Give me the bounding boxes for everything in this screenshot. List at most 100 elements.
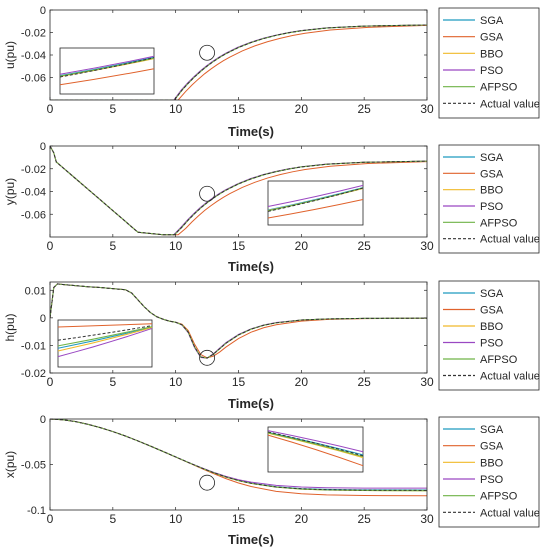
x-tick-label: 5 <box>109 239 116 253</box>
y-axis-label: y(pu) <box>3 178 17 205</box>
series-line-actual-value <box>50 283 427 359</box>
zoom-marker-circle <box>199 185 215 202</box>
legend-label: AFPSO <box>480 354 518 366</box>
inset-line-actual-value <box>57 325 153 341</box>
y-tick-label: -0.04 <box>21 187 46 199</box>
series-line-actual-value <box>50 419 427 491</box>
subplot-3: 0 5 10 15 20 25 30 0.01 0 -0.01 -0.02 Time(s) h(pu) S… <box>3 280 540 411</box>
x-tick-label: 10 <box>169 512 183 526</box>
series-line-gsa <box>50 24 427 100</box>
x-tick-label: 15 <box>232 512 246 526</box>
x-tick-label: 30 <box>420 375 434 389</box>
y-tick-label: -0.05 <box>21 460 46 472</box>
legend: SGA GSA BBO PSO AFPSO Actual value <box>438 144 540 254</box>
inset-line-afpso <box>267 187 364 212</box>
legend-label: PSO <box>480 65 504 77</box>
legend-box <box>438 280 540 391</box>
y-tick-label: -0.06 <box>21 73 46 85</box>
series-line-actual-value <box>50 146 427 236</box>
legend-label: PSO <box>480 338 504 350</box>
zoom-marker-circle <box>199 474 215 491</box>
legend-label: GSA <box>480 32 504 44</box>
legend: SGA GSA BBO PSO AFPSO Actual value <box>438 416 540 528</box>
zoom-marker-circle <box>199 349 215 366</box>
x-axis-label: Time(s) <box>228 532 274 547</box>
x-tick-label: 5 <box>109 512 116 526</box>
x-tick-label: 30 <box>420 239 434 253</box>
inset-line-gsa <box>267 198 364 219</box>
inset-line-pso <box>57 327 153 358</box>
zoom-inset <box>59 47 155 95</box>
x-tick-label: 10 <box>169 102 183 116</box>
plot-area <box>50 419 427 510</box>
legend-label: Actual value <box>480 234 540 246</box>
y-tick-label: -0.02 <box>21 368 46 380</box>
y-tick-label: 0 <box>40 141 46 153</box>
y-tick-label: -0.02 <box>21 28 46 40</box>
y-tick-label: -0.02 <box>21 164 46 176</box>
x-tick-label: 20 <box>295 239 309 253</box>
zoom-inset <box>267 426 364 473</box>
series-group <box>50 146 427 236</box>
x-tick-label: 0 <box>47 102 54 116</box>
inset-line-gsa <box>57 323 153 328</box>
series-group <box>50 419 427 497</box>
legend-label: SGA <box>480 288 504 300</box>
inset-box <box>59 47 155 95</box>
inset-line-afpso <box>57 326 153 347</box>
legend-label: PSO <box>480 201 504 213</box>
x-tick-label: 25 <box>357 239 371 253</box>
subplot-1: 0 5 10 15 20 25 30 0 -0.02 -0.04 -0.06 Time(s) u(pu)… <box>3 5 540 139</box>
legend-label: Actual value <box>480 371 540 383</box>
x-tick-label: 5 <box>109 102 116 116</box>
x-tick-label: 5 <box>109 375 116 389</box>
x-tick-label: 0 <box>47 375 54 389</box>
x-tick-label: 15 <box>232 375 246 389</box>
plot-area <box>50 146 427 237</box>
legend-label: Actual value <box>480 98 540 110</box>
x-axis-label: Time(s) <box>228 259 274 274</box>
y-tick-label: 0 <box>40 313 46 325</box>
inset-line-pso <box>267 184 364 208</box>
legend-label: PSO <box>480 474 504 486</box>
subplot-2: 0 5 10 15 20 25 30 0 -0.02 -0.04 -0.06 Time(s) y(pu)… <box>3 141 540 274</box>
inset-line-gsa <box>267 434 364 467</box>
y-tick-label: -0.06 <box>21 209 46 221</box>
subplot-4: 0 5 10 15 20 25 30 0 -0.05 -0.1 Time(s) x(pu) SGA GSA… <box>3 414 540 547</box>
inset-line-gsa <box>59 68 155 86</box>
series-line-actual-value <box>50 24 427 100</box>
legend-label: AFPSO <box>480 217 518 229</box>
x-tick-label: 0 <box>47 512 54 526</box>
y-axis-label: h(pu) <box>3 313 17 341</box>
inset-line-bbo <box>57 327 153 352</box>
x-tick-label: 25 <box>357 375 371 389</box>
x-tick-label: 15 <box>232 239 246 253</box>
y-axis-label: x(pu) <box>3 451 17 478</box>
legend-label: AFPSO <box>480 82 518 94</box>
y-tick-label: 0 <box>40 5 46 17</box>
x-tick-label: 15 <box>232 102 246 116</box>
legend-label: BBO <box>480 321 504 333</box>
y-tick-label: -0.1 <box>27 505 46 517</box>
inset-line-actual-value <box>59 57 155 78</box>
zoom-inset <box>57 319 153 368</box>
zoom-marker-circle <box>199 44 215 61</box>
zoom-inset <box>267 180 364 226</box>
legend-label: BBO <box>480 457 504 469</box>
legend-label: BBO <box>480 48 504 60</box>
x-axis-label: Time(s) <box>228 396 274 411</box>
legend-label: BBO <box>480 185 504 197</box>
x-tick-label: 0 <box>47 239 54 253</box>
inset-line-sga <box>267 431 364 456</box>
x-tick-label: 30 <box>420 512 434 526</box>
legend-label: AFPSO <box>480 491 518 503</box>
y-tick-label: -0.04 <box>21 50 46 62</box>
legend-label: Actual value <box>480 507 540 519</box>
legend: SGA GSA BBO PSO AFPSO Actual value <box>438 280 540 391</box>
inset-line-pso <box>267 430 364 453</box>
legend-label: SGA <box>480 424 504 436</box>
inset-line-afpso <box>267 432 364 458</box>
inset-line-pso <box>59 55 155 75</box>
x-tick-label: 25 <box>357 512 371 526</box>
